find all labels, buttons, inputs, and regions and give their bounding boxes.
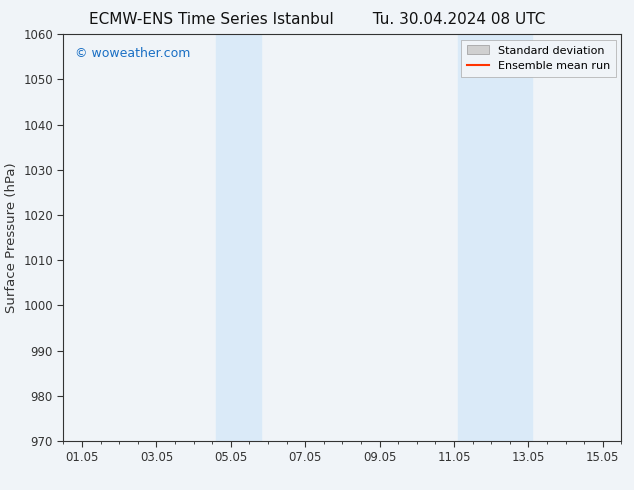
Legend: Standard deviation, Ensemble mean run: Standard deviation, Ensemble mean run xyxy=(462,40,616,77)
Text: © woweather.com: © woweather.com xyxy=(75,47,190,59)
Bar xyxy=(216,34,261,441)
Y-axis label: Surface Pressure (hPa): Surface Pressure (hPa) xyxy=(4,162,18,313)
Text: ECMW-ENS Time Series Istanbul        Tu. 30.04.2024 08 UTC: ECMW-ENS Time Series Istanbul Tu. 30.04.… xyxy=(89,12,545,27)
Bar xyxy=(458,34,532,441)
